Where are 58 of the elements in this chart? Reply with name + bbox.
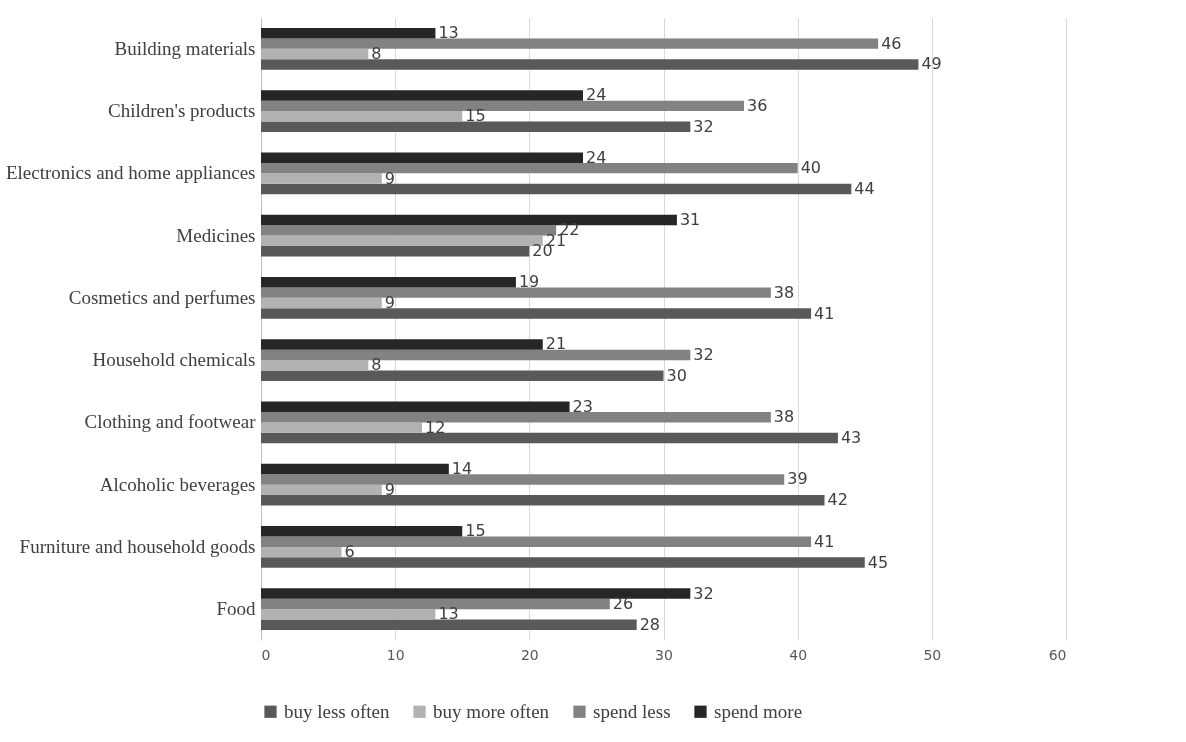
data-label: 13 <box>438 604 459 624</box>
data-label: 42 <box>827 490 848 510</box>
data-label: 15 <box>465 106 486 126</box>
legend-label: spend less <box>593 700 671 722</box>
data-label: 46 <box>881 33 902 53</box>
data-label: 13 <box>438 23 459 43</box>
y-tick-label: Food <box>216 598 256 620</box>
data-label: 8 <box>371 355 382 375</box>
data-label: 38 <box>773 407 795 427</box>
data-label: 23 <box>572 396 593 416</box>
y-tick-label: Medicines <box>176 224 256 246</box>
data-label: 14 <box>451 459 473 479</box>
y-tick-label: Furniture and household goods <box>19 535 256 557</box>
data-label: 24 <box>586 147 607 167</box>
data-label: 8 <box>371 44 382 64</box>
data-label: 28 <box>639 614 661 634</box>
data-label: 9 <box>384 168 395 188</box>
data-label: 15 <box>465 521 486 541</box>
data-label: 26 <box>612 593 634 613</box>
data-label: 9 <box>384 293 395 313</box>
data-label: 24 <box>586 85 607 105</box>
legend-label: buy less often <box>284 700 391 722</box>
legend-label: buy more often <box>433 700 550 722</box>
x-tick-label: 20 <box>520 646 539 663</box>
data-label: 41 <box>814 531 835 551</box>
data-label: 36 <box>747 95 768 115</box>
data-label: 32 <box>693 116 714 136</box>
x-tick-label: 50 <box>923 646 942 663</box>
y-tick-label: Alcoholic beverages <box>99 473 256 495</box>
data-label: 19 <box>518 272 540 292</box>
y-tick-label: Household chemicals <box>92 349 256 371</box>
x-tick-label: 30 <box>655 646 673 663</box>
data-label: 45 <box>867 552 889 572</box>
x-tick-label: 40 <box>789 646 808 663</box>
data-label: 38 <box>773 282 795 302</box>
data-label: 43 <box>840 428 862 448</box>
data-label: 31 <box>679 209 701 229</box>
legend-label: spend more <box>714 700 803 722</box>
data-label: 32 <box>693 344 714 364</box>
data-label: 6 <box>344 542 355 562</box>
data-label: 12 <box>425 417 446 437</box>
x-tick-label: 10 <box>386 646 405 663</box>
x-tick-label: 60 <box>1048 646 1067 663</box>
y-tick-label: Children's products <box>108 100 256 122</box>
x-tick-label: 0 <box>261 646 271 663</box>
y-tick-label: Electronics and home appliances <box>5 162 256 184</box>
data-label: 39 <box>787 469 808 489</box>
y-tick-label: Cosmetics and perfumes <box>68 286 256 308</box>
data-label: 44 <box>854 178 875 198</box>
data-label: 21 <box>545 334 567 354</box>
data-label: 49 <box>921 54 942 74</box>
data-label: 30 <box>666 365 687 385</box>
data-label: 41 <box>814 303 835 323</box>
data-label: 9 <box>384 479 395 499</box>
y-tick-label: Clothing and footwear <box>84 411 257 433</box>
data-label: 32 <box>693 583 714 603</box>
y-tick-label: Building materials <box>114 37 256 59</box>
data-label: 40 <box>800 158 822 178</box>
